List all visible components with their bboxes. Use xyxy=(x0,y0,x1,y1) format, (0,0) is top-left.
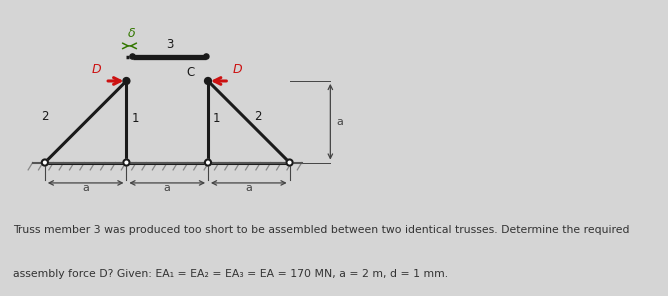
Text: 1: 1 xyxy=(213,112,220,125)
Text: D: D xyxy=(232,63,242,76)
Circle shape xyxy=(42,160,48,166)
Text: 1: 1 xyxy=(132,112,139,125)
Text: C: C xyxy=(186,66,195,79)
Text: a: a xyxy=(245,183,253,193)
Circle shape xyxy=(124,160,130,166)
Circle shape xyxy=(130,54,135,59)
Text: 2: 2 xyxy=(255,110,262,123)
Text: a: a xyxy=(164,183,170,193)
Text: assembly force D? Given: EA₁ = EA₂ = EA₃ = EA = 170 MN, a = 2 m, d = 1 mm.: assembly force D? Given: EA₁ = EA₂ = EA₃… xyxy=(13,269,448,279)
Circle shape xyxy=(205,160,211,166)
Text: D: D xyxy=(92,63,101,76)
Circle shape xyxy=(204,78,211,84)
Circle shape xyxy=(287,160,293,166)
Text: 2: 2 xyxy=(41,110,49,123)
Text: 3: 3 xyxy=(166,38,173,51)
Circle shape xyxy=(204,54,209,59)
Circle shape xyxy=(123,78,130,84)
Text: a: a xyxy=(337,117,344,127)
Text: a: a xyxy=(82,183,89,193)
Text: $\delta$: $\delta$ xyxy=(127,27,136,40)
Text: Truss member 3 was produced too short to be assembled between two identical trus: Truss member 3 was produced too short to… xyxy=(13,226,630,236)
